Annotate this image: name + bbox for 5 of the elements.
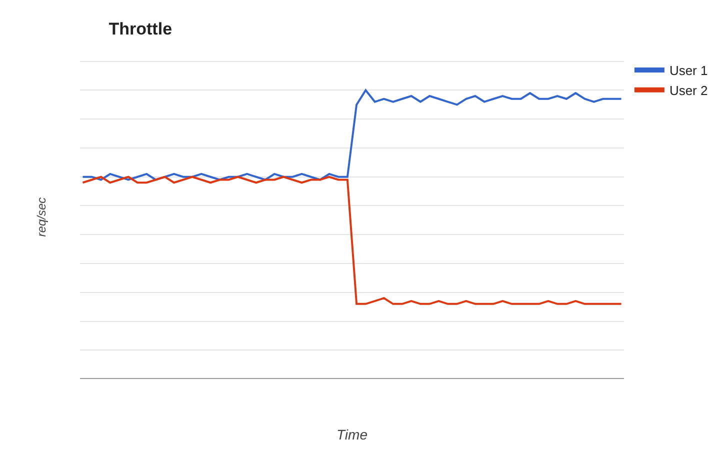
legend-label: User 2 (669, 82, 708, 98)
chart-title: Throttle (108, 19, 172, 38)
x-axis-title: Time (336, 426, 368, 442)
y-axis-title: req/sec (34, 197, 48, 237)
legend-label: User 1 (669, 63, 708, 78)
